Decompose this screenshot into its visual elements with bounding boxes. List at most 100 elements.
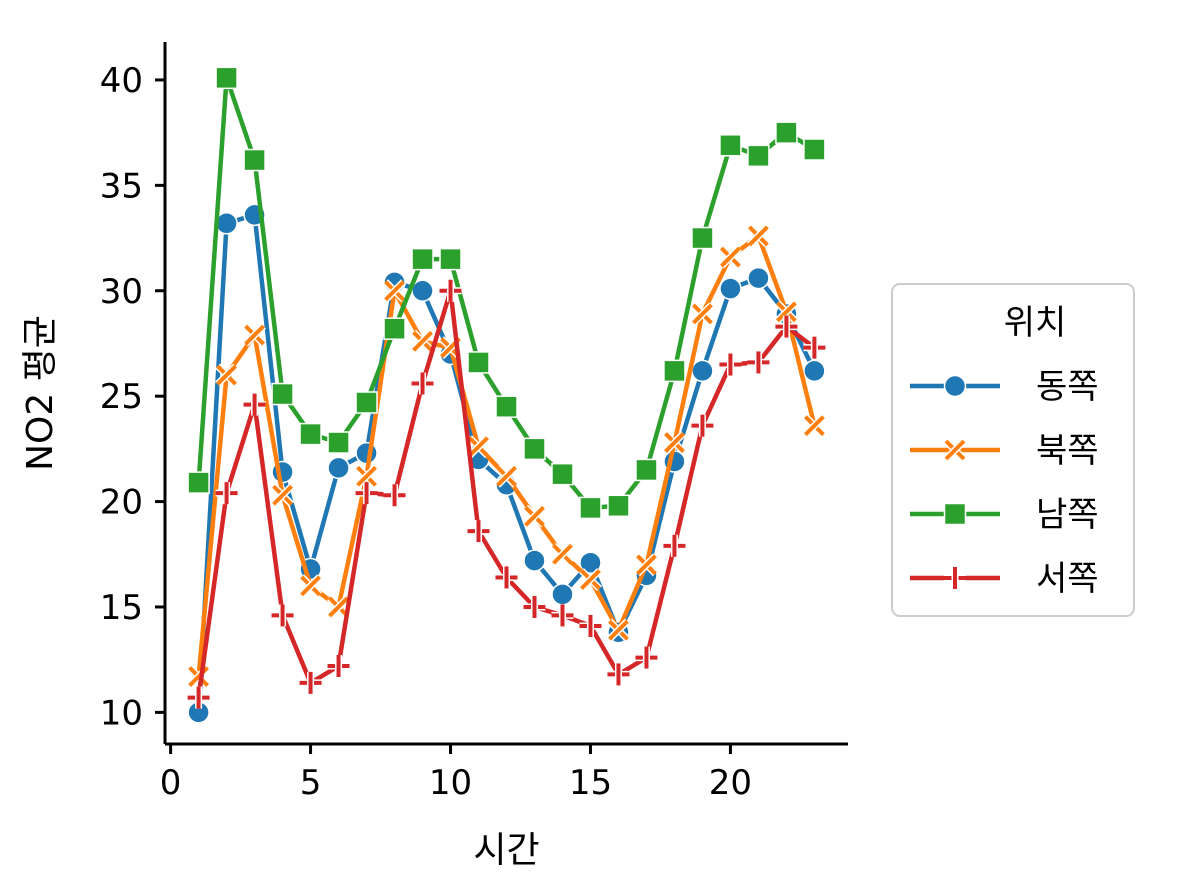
series-1 [187, 203, 826, 724]
marker-stroke [328, 596, 349, 618]
marker-stroke [524, 505, 545, 527]
series-group [187, 66, 826, 724]
y-tick-label: 30 [100, 272, 143, 312]
data-point [691, 359, 714, 383]
data-point [299, 422, 322, 446]
legend-label: 남쪽 [1036, 495, 1099, 535]
data-point [690, 302, 714, 326]
data-point [439, 247, 462, 271]
marker-stroke [300, 575, 321, 597]
data-point [635, 458, 658, 482]
data-point [774, 300, 798, 324]
data-point [634, 553, 658, 577]
marker-stroke [720, 246, 741, 268]
data-point [411, 329, 434, 353]
marker-stroke [188, 666, 210, 687]
data-point [327, 431, 350, 454]
legend-swatch-marker [944, 567, 966, 589]
marker-stroke [468, 436, 489, 458]
data-point [802, 414, 826, 438]
data-point [383, 279, 407, 303]
y-tick-label: 20 [100, 483, 143, 523]
marker-stroke [356, 465, 377, 487]
data-point [635, 646, 658, 669]
x-tick-label: 15 [569, 763, 612, 803]
marker-stroke [552, 543, 573, 565]
data-point [719, 134, 742, 157]
x-tick-label: 5 [300, 763, 322, 803]
data-point [187, 665, 211, 689]
data-point [495, 395, 518, 418]
data-point [662, 431, 686, 455]
data-point [579, 551, 602, 574]
data-point [299, 574, 323, 598]
data-point [551, 462, 574, 486]
data-point [606, 618, 630, 642]
marker-stroke [776, 301, 797, 323]
data-point [747, 266, 770, 290]
data-point [271, 382, 294, 406]
marker-stroke [748, 225, 769, 247]
series-4 [187, 279, 826, 709]
x-axis-title: 시간 [473, 830, 539, 871]
legend-swatch-marker [943, 374, 967, 398]
data-point [355, 391, 378, 414]
marker-stroke [944, 439, 966, 461]
data-point [411, 372, 434, 395]
series-3 [187, 66, 826, 520]
data-point [411, 247, 434, 271]
data-point [775, 121, 798, 144]
data-point [383, 484, 406, 507]
data-point [523, 504, 546, 528]
data-point [523, 437, 546, 461]
data-point [719, 353, 742, 376]
x-tick-label: 0 [160, 763, 182, 803]
marker-stroke [244, 324, 265, 346]
data-point [215, 363, 239, 387]
series-2 [187, 224, 826, 689]
data-point [495, 464, 518, 488]
x-tick-label: 20 [709, 763, 752, 803]
data-point [747, 351, 770, 374]
legend-entry-4: 서쪽 [910, 559, 1099, 599]
axes: 0 5 10 15 20 10 15 20 25 30 35 40 [100, 42, 848, 803]
data-point [803, 359, 826, 383]
series-line [196, 233, 817, 679]
data-point [243, 148, 266, 172]
data-point [243, 323, 267, 347]
data-point [411, 279, 434, 303]
marker-stroke [384, 280, 405, 302]
data-point [467, 435, 490, 459]
data-point [607, 494, 630, 518]
y-tick-label: 25 [100, 377, 143, 417]
marker-stroke [216, 364, 237, 386]
data-point [187, 471, 210, 494]
x-tick-label: 10 [429, 763, 472, 803]
marker-stroke [412, 330, 433, 352]
data-point [663, 534, 686, 557]
legend-entry-2: 북쪽 [910, 431, 1099, 471]
data-point [355, 482, 378, 505]
y-tick-label: 40 [100, 61, 143, 101]
data-point [579, 496, 602, 520]
marker-stroke [803, 415, 825, 437]
data-point [691, 414, 714, 437]
data-point [383, 317, 406, 340]
legend-label: 동쪽 [1036, 367, 1099, 407]
data-point [663, 359, 686, 383]
data-point [299, 671, 322, 694]
data-point [355, 441, 378, 465]
data-point [719, 277, 742, 300]
legend-entry-1: 동쪽 [910, 367, 1099, 407]
y-axis-title: NO2 평균 [20, 315, 61, 471]
data-point [746, 224, 770, 248]
legend-entry-3: 남쪽 [910, 495, 1099, 535]
data-point [803, 138, 826, 161]
data-point [271, 604, 294, 627]
data-point [327, 595, 351, 619]
data-point [271, 483, 295, 507]
data-point [187, 686, 210, 709]
data-point [579, 614, 602, 637]
